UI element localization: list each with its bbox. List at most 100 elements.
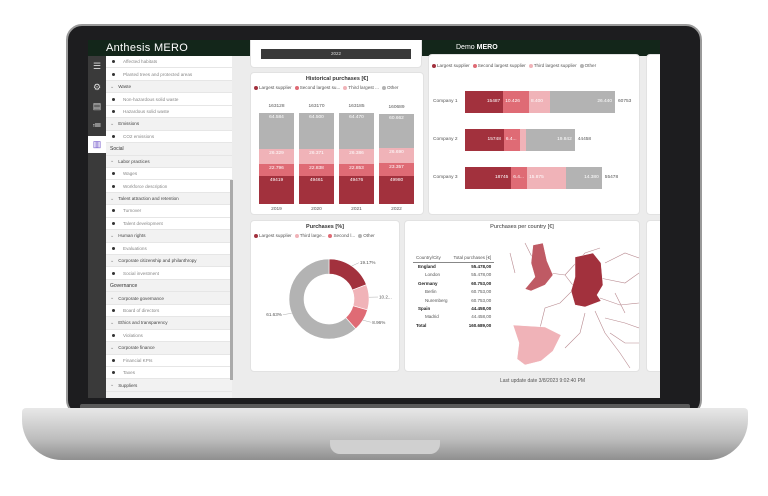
bar-segment[interactable] bbox=[527, 167, 567, 189]
sidebar-item[interactable]: Non-hazardous solid waste bbox=[106, 93, 232, 106]
list-icon[interactable]: ≔ bbox=[92, 120, 102, 130]
legend: Largest supplier Second largest su... Thir… bbox=[251, 85, 398, 90]
column-header[interactable]: Total purchases [€] bbox=[450, 254, 495, 263]
legend-dot bbox=[432, 63, 436, 68]
total-label: 60753 bbox=[618, 99, 632, 104]
legend-label: Other bbox=[584, 63, 597, 68]
settings-icon[interactable]: ⚙ bbox=[92, 82, 102, 92]
data-label: 26.329 bbox=[269, 151, 284, 157]
sidebar-item[interactable]: Financial KPIs bbox=[106, 354, 232, 367]
bar-segment[interactable] bbox=[519, 129, 526, 151]
bar-segment[interactable] bbox=[503, 91, 529, 113]
bar-segment[interactable] bbox=[528, 91, 550, 113]
sidebar-scrollbar[interactable] bbox=[230, 180, 233, 380]
table-row[interactable]: Madrid 44.458,00 bbox=[413, 313, 494, 321]
sidebar-item[interactable]: Taxes bbox=[106, 366, 232, 380]
legend: Largest supplier Second largest supplier T… bbox=[429, 63, 596, 68]
bar-segment[interactable] bbox=[549, 91, 615, 113]
sidebar-item[interactable]: Social bbox=[106, 143, 232, 156]
chart-title: Purchases per country [€] bbox=[490, 224, 554, 230]
sidebar-item[interactable]: Workforce description bbox=[106, 180, 232, 193]
sidebar-item[interactable]: Violations bbox=[106, 329, 232, 343]
data-label: 60.662 bbox=[389, 116, 404, 122]
data-label: 14.380 bbox=[584, 175, 599, 180]
bar-segment[interactable] bbox=[465, 167, 512, 189]
total-label: 44458 bbox=[577, 137, 592, 142]
last-update-text: Last update date 3/8/2023 9:02:40 PM bbox=[500, 378, 586, 384]
bar-segment[interactable] bbox=[379, 148, 414, 164]
table-row[interactable]: London 55.478,00 bbox=[413, 271, 494, 279]
bar-segment[interactable] bbox=[339, 176, 374, 204]
bar-segment[interactable] bbox=[299, 163, 334, 177]
bar-segment[interactable] bbox=[379, 114, 414, 149]
data-label: 6.4... bbox=[513, 175, 524, 180]
chart-title: Historical purchases [€] bbox=[305, 76, 369, 82]
sidebar-item[interactable]: Corporate finance bbox=[106, 342, 232, 355]
bar-segment[interactable] bbox=[259, 176, 294, 204]
sidebar-item[interactable]: Suppliers bbox=[106, 379, 232, 392]
bar-segment[interactable] bbox=[299, 113, 334, 149]
table-row[interactable]: Germany 60.753,00 bbox=[413, 279, 494, 287]
sidebar-item[interactable]: Social investment bbox=[106, 267, 232, 280]
table-row[interactable]: Total 160.689,00 bbox=[413, 321, 494, 329]
data-label: 26.440 bbox=[597, 99, 612, 104]
sidebar-item[interactable]: Board of directors bbox=[106, 304, 232, 318]
chart-icon[interactable]: ▥ bbox=[88, 136, 106, 153]
bar-segment[interactable] bbox=[339, 163, 374, 177]
slice-label: 61.63% bbox=[266, 312, 282, 317]
table-row[interactable]: Berlin 60.753,00 bbox=[413, 288, 494, 296]
data-label: 15487 bbox=[486, 99, 501, 104]
country-cell: London bbox=[425, 272, 441, 278]
menu-icon[interactable]: ☰ bbox=[92, 61, 102, 71]
sidebar-item[interactable]: Human rights bbox=[106, 230, 232, 243]
sidebar-item[interactable]: Corporate governance bbox=[106, 292, 232, 305]
document-icon[interactable]: ▤ bbox=[92, 101, 102, 111]
sidebar-item[interactable]: Talent development bbox=[106, 217, 232, 231]
value-cell: 60.753,00 bbox=[471, 297, 492, 303]
bar-segment[interactable] bbox=[503, 129, 520, 151]
sidebar-item[interactable]: CO2 emissions bbox=[106, 130, 232, 144]
bar-segment[interactable] bbox=[525, 129, 575, 151]
sidebar-item[interactable]: Planted trees and protected areas bbox=[106, 68, 232, 81]
sidebar-item[interactable]: Governance bbox=[106, 280, 232, 293]
sidebar-item[interactable]: Hazardous solid waste bbox=[106, 105, 232, 119]
legend-label: Largest supplier bbox=[437, 63, 470, 68]
bar-segment[interactable] bbox=[299, 176, 334, 204]
sidebar-item[interactable]: Wages bbox=[106, 167, 232, 181]
demo-bold: MERO bbox=[476, 44, 498, 51]
country-cell: Germany bbox=[418, 280, 438, 286]
bar-segment[interactable] bbox=[259, 163, 294, 177]
sidebar-item[interactable]: Ethics and transparency bbox=[106, 317, 232, 330]
sidebar-item[interactable]: Evaluations bbox=[106, 242, 232, 255]
bar-segment[interactable] bbox=[511, 167, 528, 189]
table-row[interactable]: Spain 44.458,00 bbox=[413, 304, 494, 312]
sidebar-item[interactable]: Talent attraction and retention bbox=[106, 193, 232, 206]
value-cell: 44.458,00 bbox=[471, 314, 492, 320]
bar-segment[interactable] bbox=[379, 176, 414, 204]
sidebar-item[interactable]: Corporate citizenship and philanthropy bbox=[106, 255, 232, 268]
table-row[interactable]: England 55.478,00 bbox=[413, 262, 494, 270]
bar-segment[interactable] bbox=[339, 148, 374, 164]
bar-segment[interactable] bbox=[566, 167, 602, 189]
bar-segment[interactable] bbox=[299, 148, 334, 164]
data-label: 26.386 bbox=[349, 150, 364, 156]
bar-segment[interactable] bbox=[259, 113, 294, 150]
sidebar-item[interactable]: Affected habitats bbox=[106, 56, 232, 69]
bar-segment[interactable] bbox=[465, 91, 504, 113]
sidebar-tree: Affected habitats Planted trees and prote… bbox=[106, 56, 232, 398]
sidebar-item[interactable]: Emissions bbox=[106, 118, 232, 131]
data-label: 64.500 bbox=[309, 115, 324, 121]
sidebar-item[interactable]: Labor practices bbox=[106, 156, 232, 168]
bar-segment[interactable] bbox=[379, 163, 414, 177]
bar-segment[interactable] bbox=[259, 149, 294, 164]
europe-map[interactable] bbox=[505, 233, 639, 371]
sidebar-item[interactable]: Turnover bbox=[106, 205, 232, 218]
donut-slice[interactable] bbox=[288, 258, 357, 340]
year-slicer-card: 2022 bbox=[250, 40, 422, 68]
year-slicer[interactable]: 2022 bbox=[261, 49, 411, 59]
column-header[interactable]: Country/City bbox=[413, 254, 451, 263]
bar-segment[interactable] bbox=[465, 129, 504, 151]
bar-segment[interactable] bbox=[339, 113, 374, 149]
sidebar-item[interactable]: Waste bbox=[106, 81, 232, 94]
table-row[interactable]: Nuremberg 60.753,00 bbox=[413, 296, 494, 304]
